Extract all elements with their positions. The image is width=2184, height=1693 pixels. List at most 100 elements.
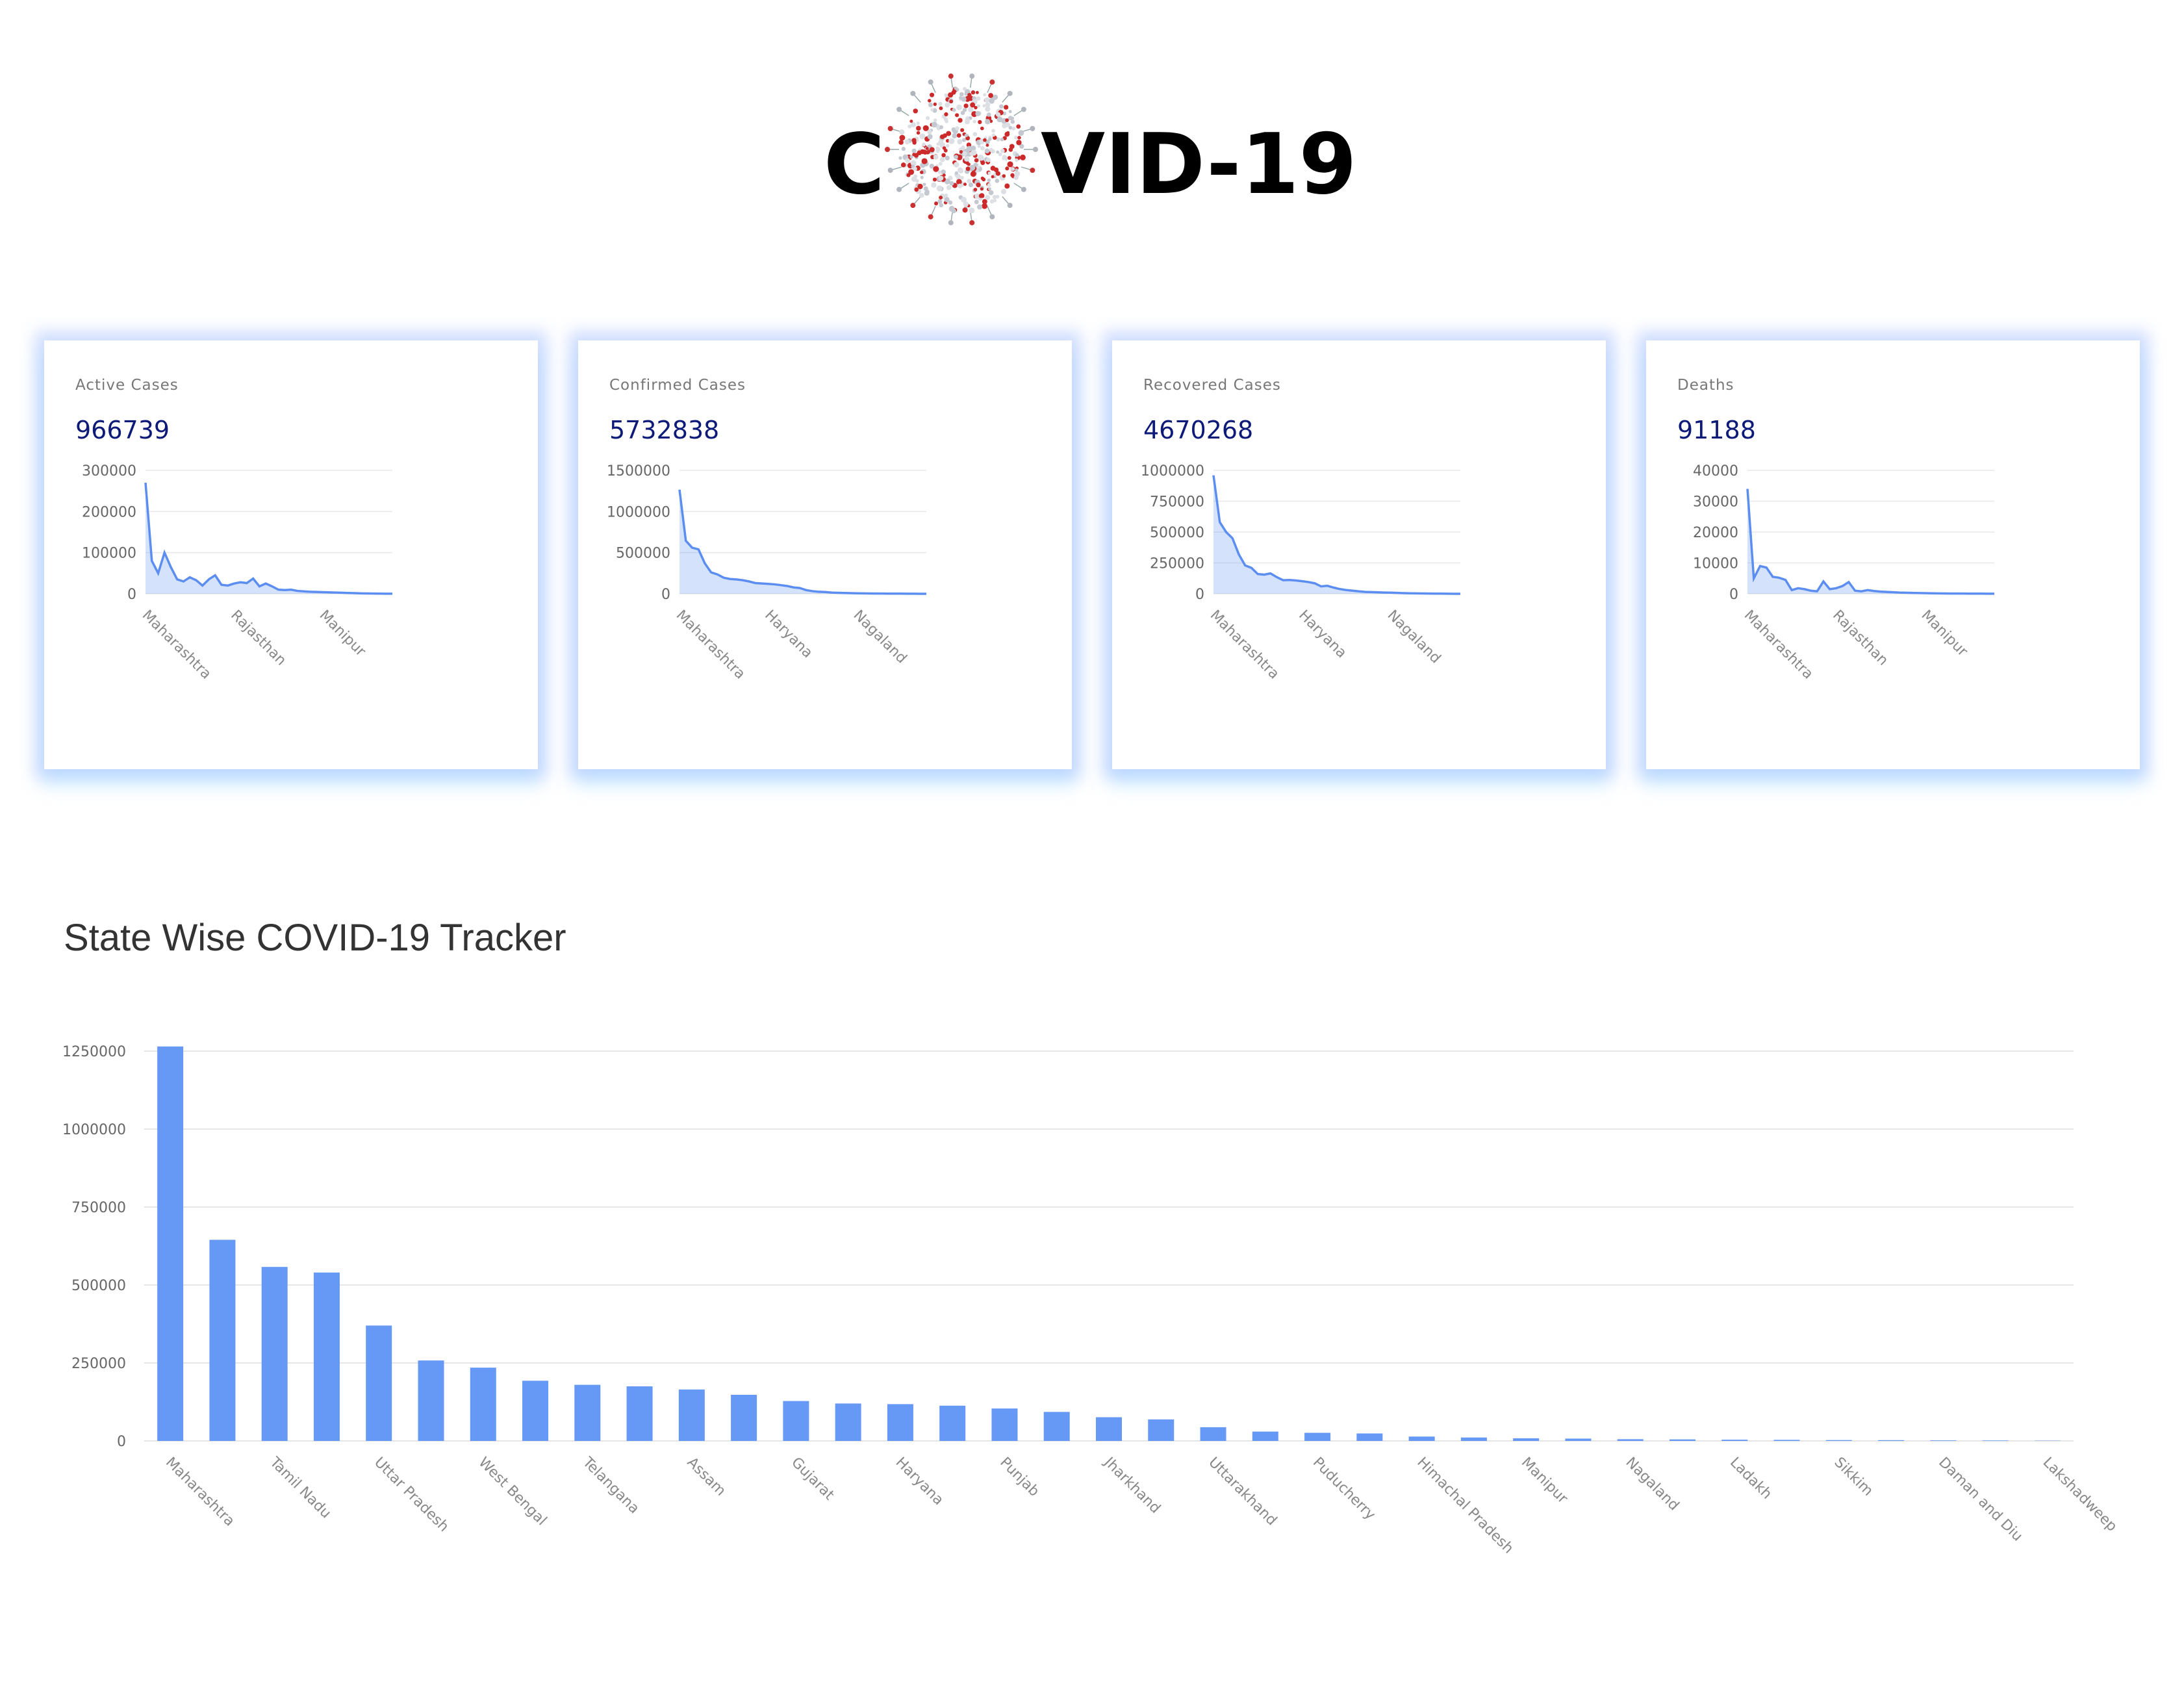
y-tick-label: 1250000 [62,1044,126,1060]
virus-particle [1018,130,1024,136]
virus-particle [905,158,911,163]
virus-particle [920,149,926,155]
virus-particle [980,176,985,181]
virus-particle [980,160,985,166]
virus-particle [942,173,946,177]
bar [678,1389,705,1441]
virus-particle [1004,105,1009,110]
virus-particle [977,204,983,210]
virus-particle [922,125,929,131]
virus-particle [974,158,979,163]
virus-particle [932,177,937,182]
virus-particle [944,193,948,197]
virus-particle [976,96,981,101]
y-tick-label: 0 [117,1434,126,1450]
y-tick-label: 750000 [1150,494,1204,511]
virus-spike-tip [1021,186,1026,192]
virus-particle [991,149,995,154]
virus-particle [904,139,910,145]
y-tick-label: 100000 [82,546,136,562]
virus-particle [946,185,952,190]
virus-particle [956,133,961,138]
virus-particle [961,196,967,203]
virus-particle [934,201,939,206]
bar [835,1403,861,1441]
bar [261,1267,288,1441]
virus-particle [913,166,917,171]
virus-particle [974,193,980,199]
virus-particle [917,183,923,190]
card-value: 966739 [75,416,170,444]
virus-particle [989,98,995,104]
y-tick-label: 1500000 [607,463,670,479]
virus-particle [962,151,967,157]
virus-particle [930,92,935,97]
virus-particle [945,155,950,160]
bar [1982,1440,2009,1441]
virus-spike-tip [910,90,916,96]
virus-particle [974,199,979,205]
y-tick-label: 500000 [616,546,670,562]
virus-particle [945,138,950,143]
virus-particle [955,113,959,118]
virus-particle [1008,125,1013,130]
virus-particle [944,93,948,97]
virus-particle [1010,167,1015,172]
recovered-cases-card: Recovered Cases 4670268 1000000 750000 500… [1112,340,1606,769]
virus-spike-tip [928,79,933,85]
virus-particle [1005,118,1009,122]
virus-particle [964,156,970,162]
bar [1043,1412,1070,1441]
virus-particle [958,183,963,188]
x-tick-label: Nagaland [850,607,910,667]
virus-particle [913,108,918,114]
virus-particle [941,169,946,175]
virus-particle [1002,157,1006,160]
virus-particle [900,162,906,168]
virus-particle [1009,144,1015,149]
series-line [1746,489,1995,595]
virus-particle [977,144,981,148]
bar [1930,1440,1957,1441]
y-tick-label: 30000 [1693,494,1738,511]
bar [418,1360,444,1441]
virus-particle [909,120,913,123]
virus-particle [948,138,955,144]
virus-particle [1008,110,1012,114]
virus-particle [899,134,906,141]
virus-particle [976,165,980,170]
virus-particle [976,182,981,188]
virus-particle [964,133,969,138]
bar [470,1368,496,1441]
x-tick-label: Maharashtra [1207,607,1282,683]
virus-particle [961,138,966,142]
virus-particle [956,104,962,110]
y-tick-label: 200000 [82,504,136,520]
virus-particle [958,118,963,123]
virus-particle [910,160,917,166]
virus-particle [926,116,930,120]
virus-particle [945,144,950,148]
bar [1669,1439,1695,1441]
x-tick-label: Maharashtra [1741,607,1816,683]
virus-particle [988,93,993,98]
virus-particle [1013,135,1018,140]
virus-particle [987,172,991,175]
virus-particle [930,108,934,112]
virus-particle [931,182,937,188]
virus-particle [985,157,991,162]
virus-particle [995,178,1000,183]
virus-spike-tip [948,73,954,79]
virus-particle [990,166,996,171]
virus-particle [910,122,916,127]
virus-particle [1002,174,1006,178]
virus-particle [899,129,905,135]
virus-spike-tip [885,147,890,152]
virus-particle [1015,168,1019,172]
virus-particle [961,96,967,102]
virus-particle [901,146,906,151]
virus-particle [949,99,954,104]
virus-particle [980,126,984,131]
virus-spike-tip [896,186,902,192]
